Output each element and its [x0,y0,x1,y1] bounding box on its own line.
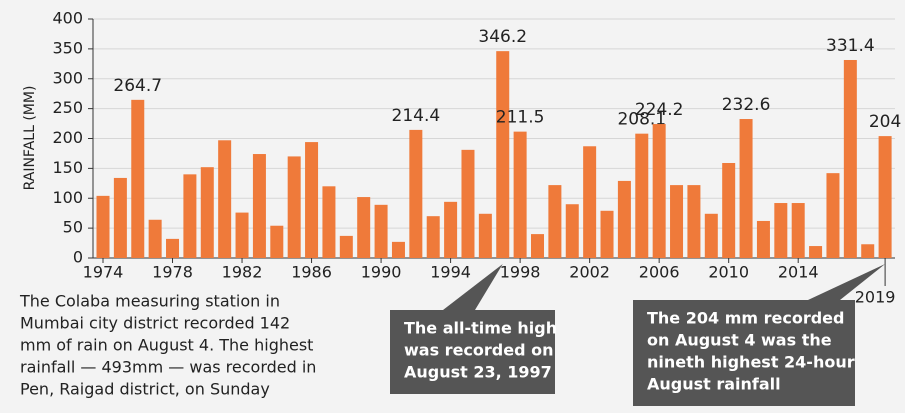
bar [826,173,840,258]
bar [426,216,440,258]
y-tick-label: 400 [52,9,83,28]
bar [113,177,127,258]
note-line: Mumbai city district recorded 142 [20,314,290,333]
value-label: 232.6 [722,95,771,115]
y-tick-label: 300 [52,68,83,87]
bar [96,195,110,258]
bar [148,219,162,258]
bar [391,241,405,258]
callout-text: August rainfall [647,375,781,394]
x-tick-label: 1974 [83,263,124,282]
bar [287,156,301,258]
bar [131,99,145,258]
bar [461,149,475,258]
bar [252,154,266,258]
callout-box [390,310,555,394]
bar [374,204,388,258]
bar [704,213,718,258]
bar [409,129,423,258]
callout-text: on August 4 was the [647,331,832,350]
note-line: Pen, Raigad district, on Sunday [20,380,270,399]
bar [878,136,892,258]
callout-text: August 23, 1997 [404,363,552,382]
bar [722,162,736,258]
y-tick-label: 250 [52,98,83,117]
y-tick-label: 50 [63,218,83,237]
callout-text: The 204 mm recorded [647,309,844,328]
y-tick-label: 150 [52,158,83,177]
x-tick-label: 1990 [361,263,402,282]
x-tick-label: 1994 [430,263,471,282]
callout-text: was recorded on [404,341,554,360]
bar [444,201,458,258]
x-tick-label: 2010 [708,263,749,282]
bar [218,140,232,258]
x-tick-label: 1978 [152,263,193,282]
x-tick-label: 1982 [222,263,263,282]
bar [166,238,180,258]
value-label: 346.2 [478,27,527,47]
bar [200,167,214,258]
bar [548,185,562,258]
callout-pointer [808,264,886,300]
callout-box [633,300,855,406]
callout-text: The all-time high [404,319,557,338]
note-line: mm of rain on August 4. The highest [20,336,313,355]
bar [478,213,492,258]
callout-text: nineth highest 24-hour [647,353,855,372]
bar [270,225,284,258]
value-label: 264.7 [113,76,162,96]
y-tick-label: 350 [52,38,83,57]
value-label: 214.4 [392,106,441,126]
x-tick-label: 1986 [291,263,332,282]
y-axis-label: RAINFALL (MM) [22,86,38,191]
x-tick-label: 2002 [569,263,610,282]
bar [635,133,649,258]
y-tick-label: 200 [52,128,83,147]
bar [670,185,684,258]
value-label: 211.5 [496,108,545,128]
bar [357,197,371,258]
bar [305,142,319,258]
callout-pointer [443,264,503,310]
bar [739,119,753,258]
bar [583,146,597,258]
bar [531,234,544,258]
bar [652,124,666,258]
bar [791,203,805,258]
bar [339,235,353,258]
value-label: 224.2 [635,100,684,120]
note-line: The Colaba measuring station in [19,292,280,311]
bar [756,220,770,258]
x-tick-label: 2019 [855,288,896,307]
x-tick-label: 2006 [639,263,680,282]
bar [774,203,788,258]
bar [496,51,510,258]
bar [183,174,197,258]
bar [809,246,823,258]
value-label: 204 [869,112,901,132]
y-tick-label: 100 [52,188,83,207]
bar [322,186,336,258]
bar [600,210,614,258]
x-tick-label: 2014 [778,263,819,282]
y-tick-label: 0 [73,248,83,267]
bar [513,131,527,258]
bar [617,180,631,258]
bar [565,204,579,258]
note-line: rainfall — 493mm — was recorded in [20,358,316,377]
value-label: 331.4 [826,36,875,56]
bar [861,244,875,258]
bar [843,59,857,259]
x-tick-label: 1998 [500,263,541,282]
bar [687,185,701,258]
bar [235,212,249,258]
